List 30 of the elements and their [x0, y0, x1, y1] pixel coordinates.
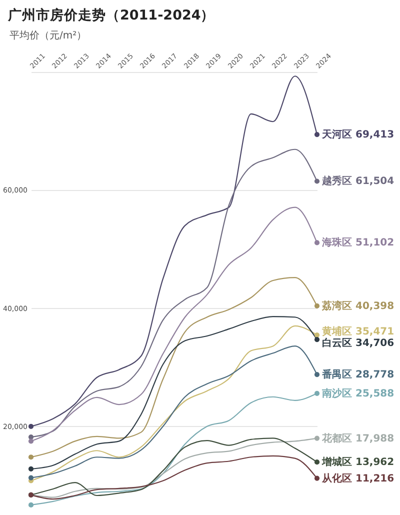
text: 越秀区 61,504 — [322, 176, 394, 188]
text: 南沙区 25,588 — [322, 388, 394, 400]
point — [28, 502, 34, 508]
point — [28, 466, 34, 472]
text: 番禺区 28,778 — [322, 370, 394, 381]
text: 花都区 17,988 — [322, 433, 394, 444]
point — [314, 372, 320, 378]
text: 天河区 69,413 — [322, 130, 394, 141]
point — [28, 475, 34, 480]
point — [28, 438, 34, 444]
text: 海珠区 51,102 — [322, 238, 394, 249]
text: 黄埔区 35,471 — [322, 326, 394, 338]
point — [314, 240, 320, 246]
point — [314, 476, 320, 481]
point — [28, 454, 34, 460]
text: 增城区 13,962 — [322, 457, 394, 468]
chart-title: 广州市房价走势（2011-2024） — [7, 6, 215, 24]
point — [28, 424, 34, 429]
text: 白云区 34,706 — [322, 338, 394, 350]
point — [314, 178, 320, 184]
y-axis-title: 平均价（元/m²） — [10, 30, 87, 42]
point — [314, 390, 320, 396]
text: 荔湾区 40,398 — [322, 300, 394, 312]
point — [314, 336, 320, 342]
point — [314, 303, 320, 308]
point — [314, 436, 320, 441]
text: 从化区 11,216 — [322, 473, 394, 484]
point — [314, 460, 320, 465]
point — [314, 332, 320, 338]
point — [314, 132, 320, 138]
